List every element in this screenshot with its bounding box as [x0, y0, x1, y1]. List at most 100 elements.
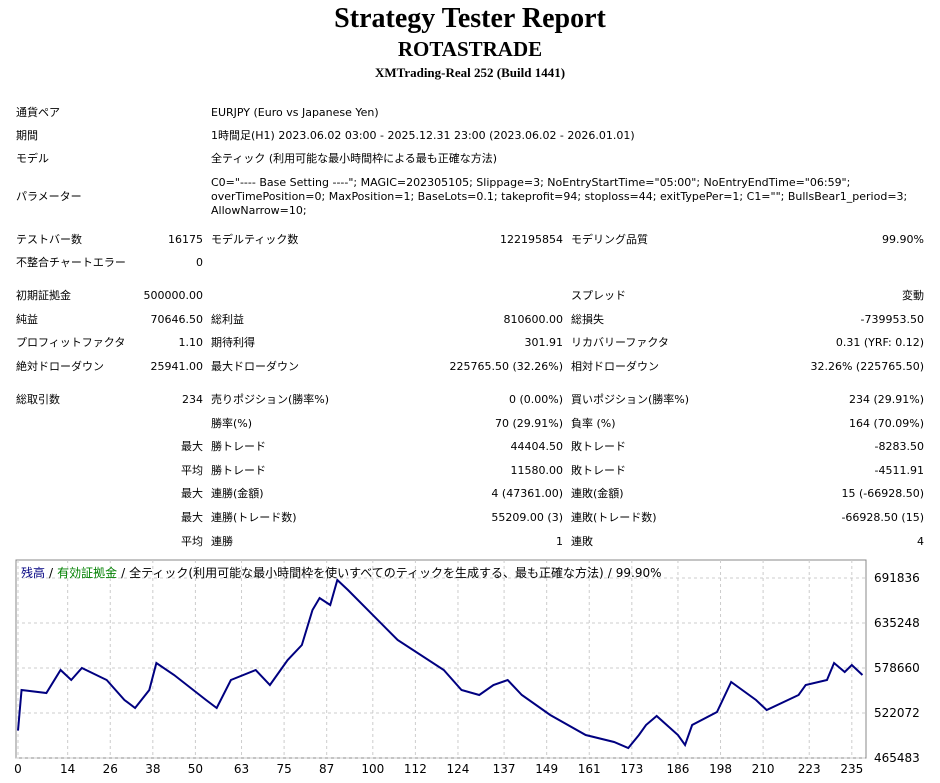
info-label: 期間	[16, 129, 38, 142]
stat-label: 勝トレード	[211, 440, 266, 453]
stat-value: -4511.91	[874, 464, 924, 477]
stat-label: 総損失	[571, 313, 604, 326]
x-tick-label: 137	[493, 762, 516, 776]
stat-value: -739953.50	[860, 313, 924, 326]
stat-value: 44404.50	[510, 440, 564, 453]
x-tick-label: 124	[447, 762, 470, 776]
stat-label: モデルティック数	[211, 233, 299, 246]
ea-name: ROTASTRADE	[397, 37, 543, 61]
x-tick-label: 112	[404, 762, 427, 776]
x-tick-label: 235	[840, 762, 863, 776]
legend-sep: /	[608, 566, 613, 580]
info-value: 全ティック (利用可能な最小時間枠による最も正確な方法)	[211, 152, 498, 165]
stat-value: 55209.00 (3)	[491, 511, 563, 524]
stat-label: リカバリーファクタ	[571, 336, 669, 349]
plot-area	[15, 559, 867, 759]
stat-value: -8283.50	[874, 440, 924, 453]
legend-sep: /	[121, 566, 126, 580]
x-tick-label: 186	[666, 762, 689, 776]
stat-value: 234 (29.91%)	[848, 393, 924, 406]
stat-label: 連敗(金額)	[571, 487, 624, 500]
info-label: モデル	[16, 152, 49, 165]
stat-value: 70 (29.91%)	[494, 417, 563, 430]
y-tick-label: 465483	[874, 751, 920, 765]
x-tick-label: 14	[60, 762, 75, 776]
x-tick-label: 173	[620, 762, 643, 776]
y-tick-label: 635248	[874, 616, 920, 630]
stat-value: 0.31 (YRF: 0.12)	[835, 336, 924, 349]
legend-equity: 有効証拠金	[57, 565, 117, 580]
stat-value: 1.10	[178, 336, 204, 349]
stat-label: プロフィットファクタ	[16, 336, 126, 349]
stat-label: 連勝(金額)	[211, 487, 264, 500]
x-tick-label: 0	[14, 762, 22, 776]
info-label: パラメーター	[16, 190, 82, 203]
x-tick-label: 75	[276, 762, 291, 776]
legend-balance: 残高	[21, 565, 45, 580]
stat-value: 0	[196, 256, 203, 269]
balance-line	[17, 578, 864, 750]
x-tick-label: 210	[752, 762, 775, 776]
legend-sep: /	[49, 566, 54, 580]
stat-value: 122195854	[500, 233, 563, 246]
x-tick-label: 149	[535, 762, 558, 776]
y-tick-label: 578660	[874, 661, 920, 675]
x-tick-label: 198	[709, 762, 732, 776]
stat-value: 810600.00	[503, 313, 564, 326]
stat-label: 連勝	[211, 535, 233, 548]
info-value: overTimePosition=0; MaxPosition=1; BaseL…	[211, 190, 908, 203]
info-label: 通貨ペア	[16, 106, 60, 119]
stat-label: 初期証拠金	[16, 289, 71, 302]
info-value: EURJPY (Euro vs Japanese Yen)	[211, 106, 379, 119]
stat-value: 25941.00	[150, 360, 204, 373]
stat-value: 234	[182, 393, 203, 406]
stat-value: 99.90%	[882, 233, 924, 246]
stat-value: 225765.50 (32.26%)	[449, 360, 563, 373]
stat-value: 4 (47361.00)	[491, 487, 563, 500]
stat-value: 0 (0.00%)	[508, 393, 563, 406]
y-tick-label: 691836	[874, 571, 920, 585]
stat-label: 売りポジション(勝率%)	[211, 393, 330, 406]
x-tick-label: 223	[798, 762, 821, 776]
info-value: C0="---- Base Setting ----"; MAGIC=20230…	[211, 176, 851, 189]
stat-label: 敗トレード	[571, 440, 626, 453]
server: XMTrading-Real 252 (Build 1441)	[374, 65, 566, 80]
stat-label: 連敗	[571, 535, 593, 548]
stat-label: 買いポジション(勝率%)	[571, 393, 690, 406]
x-tick-label: 26	[103, 762, 118, 776]
stat-label: テストバー数	[16, 233, 82, 246]
stat-value: 500000.00	[143, 289, 204, 302]
stat-label: 純益	[16, 313, 38, 326]
x-tick-label: 63	[234, 762, 249, 776]
stat-value: 164 (70.09%)	[848, 417, 924, 430]
stat-label: 総取引数	[16, 393, 60, 406]
info-value: AllowNarrow=10;	[211, 204, 307, 217]
legend-model: 全ティック(利用可能な最小時間枠を使いすべてのティックを生成する、最も正確な方法…	[129, 565, 604, 580]
stat-label: 負率 (%)	[571, 417, 616, 430]
stat-value: 平均	[181, 464, 203, 477]
stat-label: 期待利得	[211, 336, 255, 349]
stat-label: 連勝(トレード数)	[211, 511, 297, 524]
stat-value: 32.26% (225765.50)	[810, 360, 924, 373]
stat-value: 15 (-66928.50)	[841, 487, 924, 500]
stat-value: 301.91	[524, 336, 564, 349]
stat-value: -66928.50 (15)	[841, 511, 924, 524]
stat-label: モデリング品質	[571, 233, 648, 246]
stat-label: 相対ドローダウン	[571, 360, 659, 373]
stat-label: 最大ドローダウン	[211, 360, 299, 373]
stat-value: 1	[556, 535, 563, 548]
legend: 残高 / 有効証拠金 / 全ティック(利用可能な最小時間枠を使いすべてのティックを生成す…	[21, 565, 662, 580]
stat-value: 最大	[181, 440, 203, 453]
stat-value: 変動	[902, 289, 924, 302]
stat-label: 絶対ドローダウン	[16, 360, 104, 373]
x-tick-label: 161	[578, 762, 601, 776]
stat-value: 4	[917, 535, 924, 548]
stat-label: 勝トレード	[211, 464, 266, 477]
y-tick-label: 522072	[874, 706, 920, 720]
stat-value: 70646.50	[150, 313, 204, 326]
stat-label: 勝率(%)	[211, 417, 253, 430]
x-tick-label: 38	[145, 762, 160, 776]
stat-value: 最大	[181, 511, 203, 524]
